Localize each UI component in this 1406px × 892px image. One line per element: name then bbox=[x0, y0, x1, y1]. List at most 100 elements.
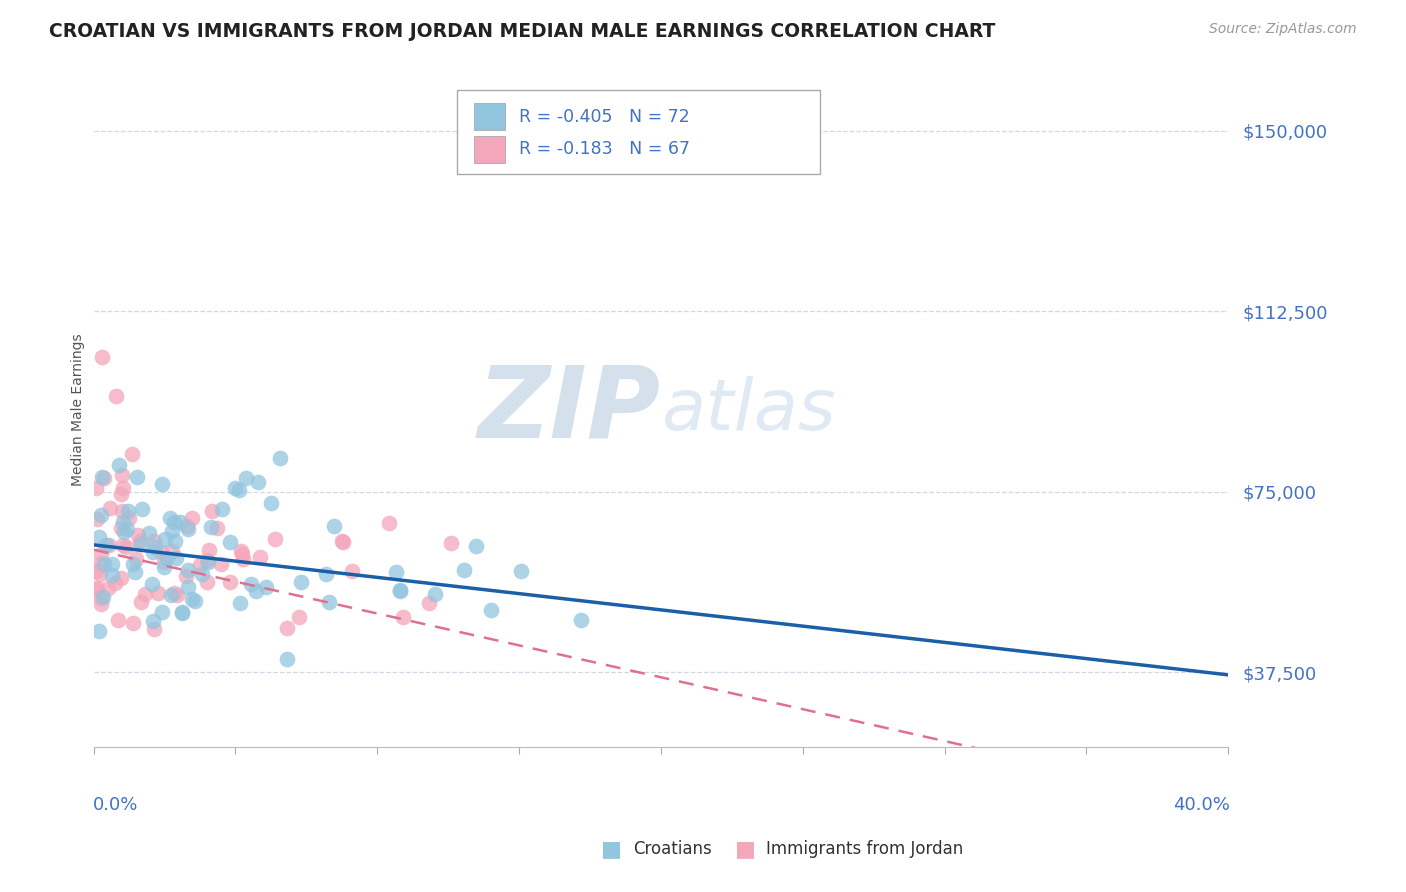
Point bbox=[156, 551, 179, 566]
Point bbox=[229, 544, 252, 558]
Point bbox=[97, 581, 120, 595]
Point bbox=[86, 582, 108, 596]
Point bbox=[131, 501, 153, 516]
Point bbox=[315, 567, 337, 582]
Point bbox=[104, 576, 127, 591]
Point bbox=[385, 566, 408, 580]
Point bbox=[200, 520, 222, 534]
Point bbox=[121, 615, 143, 630]
Point bbox=[153, 532, 176, 546]
Point bbox=[195, 575, 218, 590]
Point bbox=[91, 469, 114, 483]
Point bbox=[134, 587, 156, 601]
Point bbox=[90, 591, 112, 605]
Point bbox=[129, 537, 152, 551]
Point bbox=[249, 550, 271, 565]
Point bbox=[195, 553, 218, 567]
Text: Source: ZipAtlas.com: Source: ZipAtlas.com bbox=[1209, 22, 1357, 37]
Point bbox=[114, 540, 136, 554]
Point bbox=[86, 582, 108, 596]
Point bbox=[159, 588, 181, 602]
Point bbox=[90, 598, 112, 612]
FancyBboxPatch shape bbox=[457, 90, 820, 174]
Point bbox=[318, 595, 340, 609]
Point bbox=[269, 450, 291, 465]
Point bbox=[90, 508, 112, 522]
Point bbox=[142, 614, 165, 628]
Point bbox=[111, 504, 134, 518]
Point bbox=[231, 548, 253, 562]
Point bbox=[479, 602, 502, 616]
Point bbox=[246, 475, 269, 489]
Point bbox=[323, 519, 346, 533]
Point bbox=[110, 467, 132, 482]
Point bbox=[235, 471, 257, 485]
Point bbox=[110, 487, 132, 501]
Point bbox=[159, 511, 181, 525]
Point bbox=[118, 511, 141, 525]
Text: atlas: atlas bbox=[661, 376, 835, 444]
Point bbox=[124, 566, 146, 580]
Point bbox=[112, 525, 135, 540]
Point bbox=[100, 558, 122, 572]
Point bbox=[86, 512, 108, 526]
Point bbox=[340, 564, 363, 578]
Point bbox=[177, 522, 200, 536]
Point bbox=[188, 558, 211, 573]
Point bbox=[160, 524, 183, 538]
Point bbox=[142, 545, 165, 559]
Point bbox=[254, 580, 277, 594]
Point bbox=[465, 539, 488, 553]
Point bbox=[184, 594, 207, 608]
Point bbox=[94, 538, 117, 552]
Text: ■: ■ bbox=[602, 839, 621, 859]
Text: Immigrants from Jordan: Immigrants from Jordan bbox=[766, 840, 963, 858]
Point bbox=[232, 551, 254, 566]
Point bbox=[207, 521, 229, 535]
Point bbox=[240, 576, 263, 591]
Point bbox=[197, 555, 219, 569]
Point bbox=[152, 559, 174, 574]
Point bbox=[129, 534, 152, 549]
Point bbox=[142, 622, 165, 636]
Point bbox=[166, 588, 188, 602]
Point bbox=[90, 547, 112, 561]
Point bbox=[290, 575, 312, 590]
Point bbox=[141, 577, 163, 591]
Point bbox=[111, 481, 134, 495]
Point bbox=[425, 586, 447, 600]
Point bbox=[211, 501, 233, 516]
FancyBboxPatch shape bbox=[474, 103, 506, 130]
Point bbox=[245, 584, 267, 599]
Point bbox=[181, 510, 204, 524]
Point bbox=[86, 564, 108, 578]
Point bbox=[209, 558, 232, 572]
Point bbox=[93, 557, 115, 571]
Point bbox=[86, 482, 108, 496]
Point bbox=[391, 610, 413, 624]
Point bbox=[111, 515, 134, 529]
Point bbox=[176, 519, 198, 533]
Point bbox=[125, 552, 148, 566]
Text: 0.0%: 0.0% bbox=[93, 796, 138, 814]
Text: Croatians: Croatians bbox=[633, 840, 711, 858]
Point bbox=[389, 583, 412, 598]
Point bbox=[89, 530, 111, 544]
Point bbox=[150, 477, 173, 491]
Point bbox=[143, 534, 166, 549]
Point bbox=[229, 595, 252, 609]
Point bbox=[288, 610, 311, 624]
Point bbox=[148, 585, 170, 599]
Point bbox=[98, 538, 121, 552]
Point bbox=[153, 555, 176, 569]
Point bbox=[129, 595, 152, 609]
FancyBboxPatch shape bbox=[474, 136, 506, 162]
Point bbox=[172, 606, 194, 620]
Point bbox=[89, 624, 111, 639]
Point bbox=[332, 535, 354, 549]
Point bbox=[510, 564, 533, 578]
Point bbox=[218, 575, 240, 590]
Point bbox=[418, 596, 440, 610]
Point bbox=[93, 471, 115, 485]
Point bbox=[276, 652, 298, 666]
